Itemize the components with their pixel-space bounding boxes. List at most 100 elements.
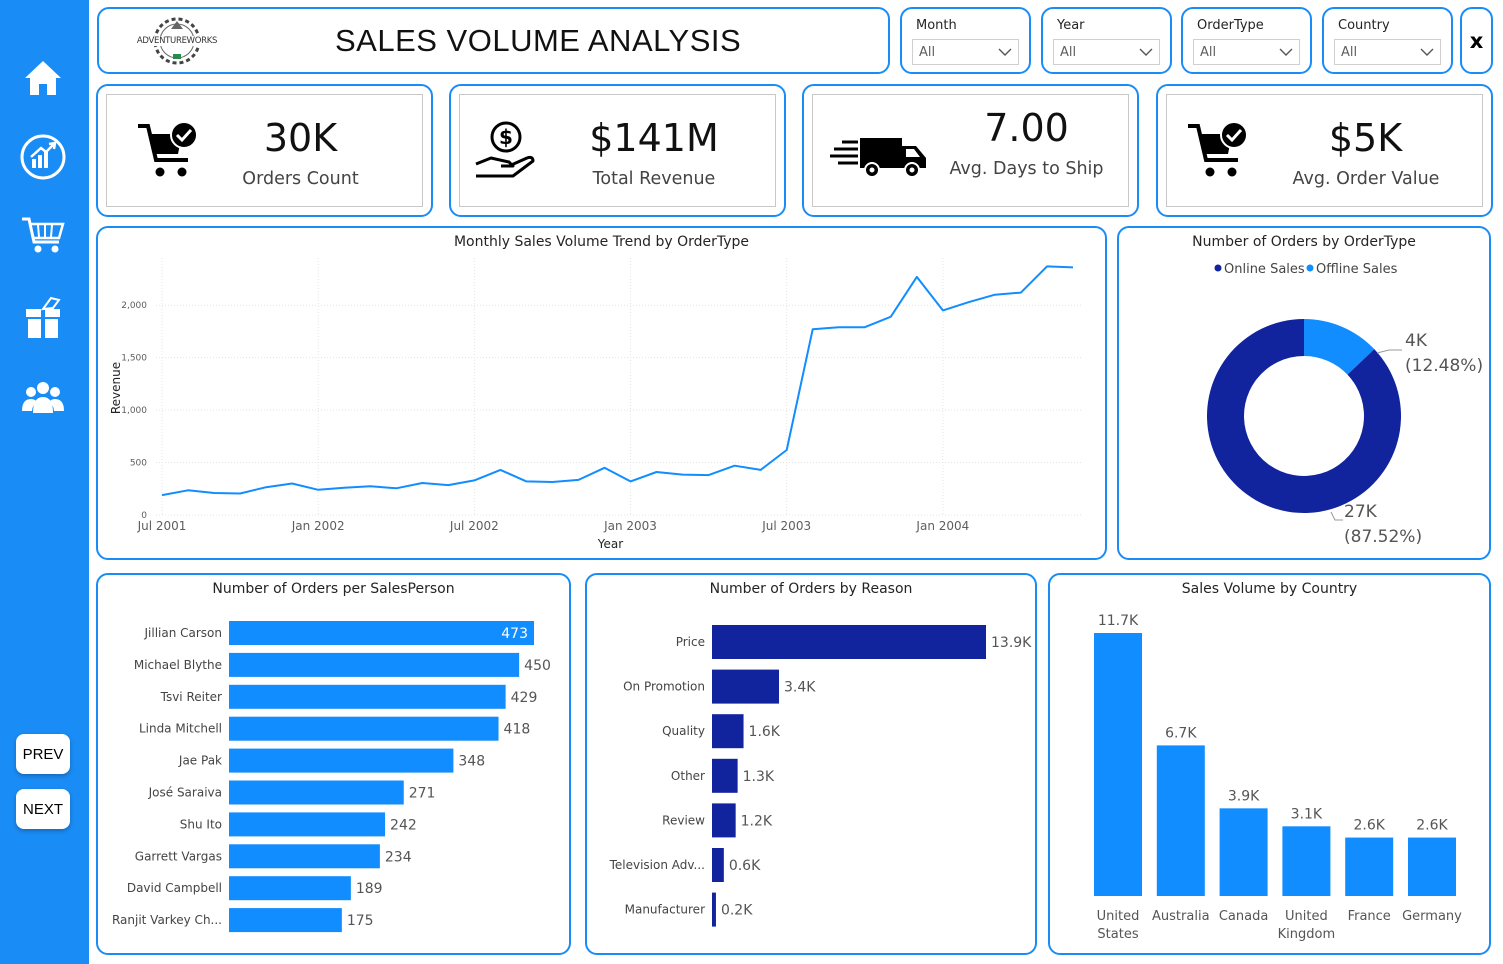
close-button[interactable]: x <box>1460 7 1493 74</box>
bar-category-label: Australia <box>1152 909 1210 924</box>
bar-category-label: France <box>1348 909 1391 924</box>
kpi-label: Avg. Order Value <box>1292 169 1440 189</box>
x-tick-label: Jul 2001 <box>137 519 187 533</box>
bar <box>712 625 986 659</box>
year-dropdown[interactable]: All <box>1053 39 1160 65</box>
country-dropdown[interactable]: All <box>1334 39 1441 65</box>
kpi-value: 30K <box>263 116 338 160</box>
donut-chart-panel: Number of Orders by OrderType Online Sal… <box>1117 226 1491 560</box>
bar <box>1408 837 1456 896</box>
bar-value-label: 1.6K <box>749 724 781 740</box>
cart-check-icon <box>136 120 200 186</box>
slicer-label: OrderType <box>1197 18 1264 33</box>
bar-category-label: Price <box>676 635 705 649</box>
bar-category-label: United <box>1097 909 1140 924</box>
slice-label: 4K <box>1405 331 1428 351</box>
bar-category-label: Jillian Carson <box>143 626 222 640</box>
bar-value-label: 3.9K <box>1228 788 1260 804</box>
slicer-label: Month <box>916 18 957 33</box>
kpi-value: $5K <box>1328 116 1403 160</box>
slicer-value: All <box>1200 44 1217 60</box>
bar-value-label: 450 <box>524 658 551 674</box>
series-line <box>161 265 1074 497</box>
bar-category-label: Garrett Vargas <box>135 849 222 863</box>
salesperson-bar-chart[interactable]: Jillian Carson 473 Michael Blythe 450 Tsvi R… <box>98 575 569 953</box>
chevron-down-icon <box>1420 48 1434 56</box>
delivery-truck-icon <box>828 132 928 186</box>
bar <box>1094 633 1142 896</box>
bar-value-label: 418 <box>504 722 531 738</box>
bar <box>1282 826 1331 896</box>
bar-category-label: Linda Mitchell <box>139 722 222 736</box>
bar-category-label: Shu Ito <box>180 817 222 831</box>
line-chart-panel: Monthly Sales Volume Trend by OrderType … <box>96 226 1107 560</box>
y-tick-label: 2,000 <box>121 301 147 311</box>
kpi-card-avg-days-to-ship: 7.00 Avg. Days to Ship <box>802 84 1139 217</box>
reason-bar-chart[interactable]: Price 13.9K On Promotion 3.4K Quality 1.6K Oth… <box>587 575 1035 953</box>
money-hand-icon: $ <box>473 120 539 188</box>
prev-button[interactable]: PREV <box>16 734 70 774</box>
legend-marker <box>1214 264 1222 272</box>
bar <box>229 684 506 709</box>
slicer-ordertype[interactable]: OrderType All <box>1181 7 1312 74</box>
bar <box>712 803 736 838</box>
x-tick-label: Jul 2002 <box>449 519 499 533</box>
cart-icon[interactable] <box>17 208 69 260</box>
bar-value-label: 242 <box>390 817 417 833</box>
line-chart[interactable]: 0 500 1,000 1,500 2,000 Jul 2001 Jan 2002 Jul 2… <box>98 228 1105 558</box>
next-button[interactable]: NEXT <box>16 789 70 829</box>
pie-slice <box>1207 319 1401 513</box>
slice-percent: (87.52%) <box>1344 527 1422 547</box>
x-axis-title: Year <box>597 537 623 551</box>
gift-icon[interactable] <box>17 290 69 342</box>
bar <box>712 758 738 793</box>
bar-category-label: Other <box>671 769 705 783</box>
chevron-down-icon <box>1279 48 1293 56</box>
chart-title: Monthly Sales Volume Trend by OrderType <box>453 234 750 250</box>
bar-value-label: 271 <box>409 786 436 802</box>
page-title: SALES VOLUME ANALYSIS <box>335 23 742 58</box>
month-dropdown[interactable]: All <box>912 39 1019 65</box>
slicer-label: Year <box>1057 18 1085 33</box>
ordertype-dropdown[interactable]: All <box>1193 39 1300 65</box>
bar-category-label: Kingdom <box>1278 927 1336 942</box>
bar-category-label: Manufacturer <box>625 903 705 917</box>
donut-chart[interactable]: Online Sales Offline Sales 4K (12.48%) 27K (8… <box>1119 228 1489 558</box>
bar-category-label: Quality <box>662 724 705 738</box>
kpi-label: Orders Count <box>242 169 359 189</box>
bar-value-label: 234 <box>385 849 412 865</box>
slicer-month[interactable]: Month All <box>900 7 1031 74</box>
people-icon[interactable] <box>17 370 69 422</box>
adventureworks-logo: ADVENTUREWORKS <box>135 15 219 67</box>
slicer-value: All <box>919 44 936 60</box>
bar-category-label: States <box>1097 927 1138 942</box>
sales-chart-icon[interactable] <box>17 131 69 183</box>
slicer-value: All <box>1341 44 1358 60</box>
bar-value-label: 1.3K <box>743 769 775 785</box>
x-tick-label: Jan 2002 <box>291 519 345 533</box>
chevron-down-icon <box>998 48 1012 56</box>
legend-marker <box>1306 264 1314 272</box>
slicer-year[interactable]: Year All <box>1041 7 1172 74</box>
bar-value-label: 11.7K <box>1098 613 1139 629</box>
kpi-value: $141M <box>589 116 719 160</box>
slice-label: 27K <box>1344 502 1378 522</box>
home-icon[interactable] <box>17 52 69 104</box>
bar-value-label: 13.9K <box>991 635 1032 651</box>
chart-title: Number of Orders by Reason <box>709 581 913 597</box>
bar-value-label: 348 <box>458 754 485 770</box>
slicer-country[interactable]: Country All <box>1322 7 1453 74</box>
y-tick-label: 500 <box>130 459 147 469</box>
slicer-value: All <box>1060 44 1077 60</box>
bar <box>229 716 499 741</box>
chart-title: Number of Orders by OrderType <box>1192 234 1416 250</box>
bar-value-label: 0.2K <box>721 903 753 919</box>
bar <box>1219 808 1268 896</box>
kpi-card-total-revenue: $ $141M Total Revenue <box>449 84 786 217</box>
svg-text:$: $ <box>499 125 513 149</box>
y-tick-label: 0 <box>141 511 147 521</box>
bar <box>229 812 386 837</box>
leader-line <box>1330 511 1343 521</box>
country-bar-chart[interactable]: 11.7K United States 6.7K Australia 3.9K Canada… <box>1050 575 1489 953</box>
